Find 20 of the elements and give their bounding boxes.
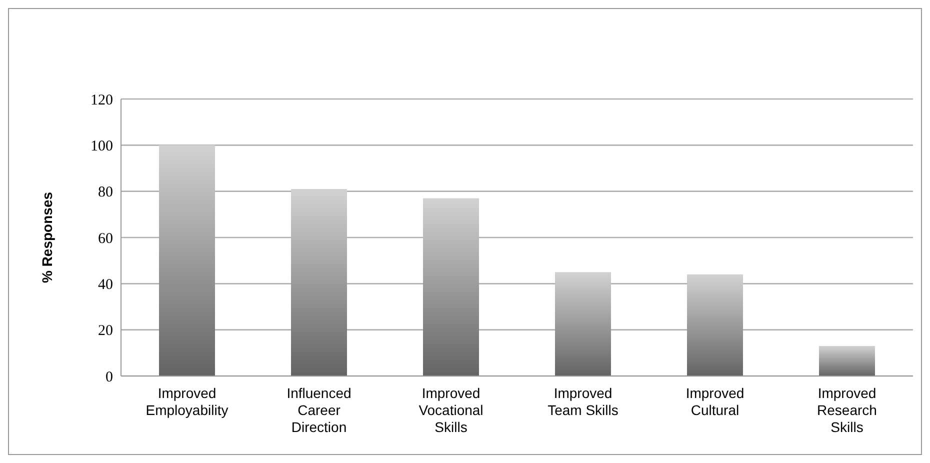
x-tick-label: Improved Cultural — [686, 385, 744, 418]
y-tick-label: 60 — [98, 230, 113, 247]
y-tick-label: 20 — [98, 323, 113, 340]
y-tick-label: 0 — [106, 369, 113, 386]
bar — [819, 346, 875, 376]
x-tick-label: Improved Employability — [146, 385, 228, 418]
x-tick-label: Improved Team Skills — [548, 385, 618, 418]
x-tick-label: Influenced Career Direction — [286, 385, 352, 435]
y-axis-title: % Responses — [38, 192, 55, 284]
y-tick-label: 120 — [90, 92, 113, 108]
bar — [291, 189, 347, 376]
x-tick-label: Improved Research Skills — [817, 385, 877, 435]
bar — [159, 145, 215, 376]
bar — [423, 198, 479, 376]
y-tick-label: 80 — [98, 184, 113, 201]
y-tick-label: 40 — [98, 276, 113, 293]
bar — [687, 274, 743, 376]
y-tick-label: 100 — [90, 138, 113, 154]
bar — [555, 272, 611, 376]
x-tick-label: Improved Vocational Skills — [418, 385, 484, 435]
